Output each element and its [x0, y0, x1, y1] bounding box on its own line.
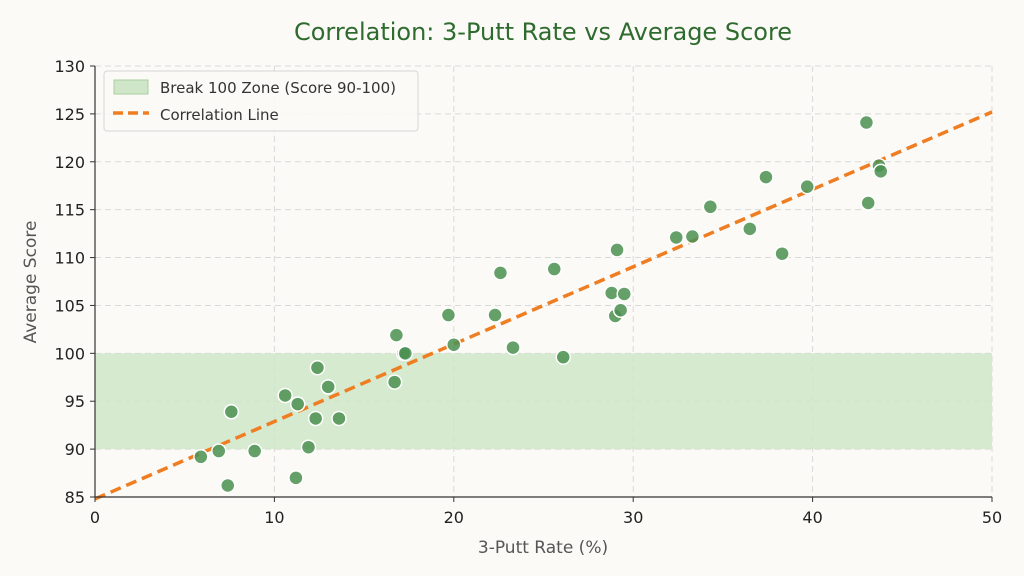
- legend: Break 100 Zone (Score 90-100) Correlatio…: [103, 70, 419, 132]
- y-tick-label: 85: [65, 488, 85, 507]
- data-point: [616, 286, 632, 302]
- x-tick-label: 20: [444, 508, 464, 527]
- y-tick-label: 105: [54, 296, 85, 315]
- correlation-line: [94, 110, 993, 501]
- data-point: [774, 245, 790, 262]
- zone-band: [95, 353, 992, 450]
- correlation-line-layer: [94, 110, 993, 501]
- data-point: [446, 336, 462, 353]
- data-point: [487, 307, 503, 323]
- data-points: [193, 114, 889, 494]
- data-point: [309, 359, 326, 376]
- data-point: [858, 114, 875, 131]
- data-point: [546, 261, 563, 277]
- x-tick-label: 50: [982, 508, 1002, 527]
- y-tick-label: 110: [54, 249, 85, 268]
- y-axis-label: Average Score: [21, 221, 41, 344]
- data-point: [220, 477, 236, 494]
- tick-labels: 0 10 20 30 40 50 85 90 95 100 105 110 115 120 125 130: [54, 57, 1002, 527]
- data-point: [702, 199, 719, 215]
- data-point: [288, 470, 304, 486]
- data-point: [684, 228, 701, 245]
- y-tick-label: 120: [54, 153, 85, 172]
- data-point: [609, 242, 625, 258]
- data-point: [555, 349, 571, 365]
- data-point: [277, 387, 293, 404]
- y-tick-label: 125: [54, 105, 85, 124]
- data-point: [223, 404, 240, 420]
- break-100-zone: [95, 353, 992, 450]
- data-point: [799, 178, 815, 195]
- x-tick-label: 30: [623, 508, 643, 527]
- data-point: [612, 302, 629, 318]
- y-tick-label: 90: [65, 440, 85, 459]
- data-point: [758, 169, 774, 185]
- data-point: [388, 327, 405, 343]
- data-point: [742, 221, 758, 237]
- data-point: [860, 195, 876, 211]
- data-point: [397, 345, 414, 362]
- data-point: [505, 339, 521, 356]
- data-point: [246, 443, 263, 459]
- x-tick-label: 0: [90, 508, 100, 527]
- data-point: [873, 163, 889, 180]
- chart-title: Correlation: 3-Putt Rate vs Average Scor…: [294, 18, 792, 46]
- x-axis-label: 3-Putt Rate (%): [478, 538, 608, 558]
- y-tick-label: 95: [65, 392, 85, 411]
- legend-zone-swatch: [113, 79, 149, 95]
- x-tick-label: 10: [264, 508, 284, 527]
- y-tick-label: 130: [54, 57, 85, 76]
- data-point: [193, 449, 209, 465]
- data-point: [289, 396, 306, 412]
- y-tick-label: 100: [54, 344, 85, 363]
- data-point: [440, 307, 457, 323]
- data-point: [492, 265, 509, 281]
- axes: [94, 66, 992, 498]
- data-point: [320, 379, 336, 395]
- data-point: [307, 410, 324, 427]
- data-point: [668, 229, 685, 246]
- y-tick-label: 115: [54, 201, 85, 220]
- legend-box: [103, 70, 419, 132]
- x-tick-label: 40: [802, 508, 822, 527]
- legend-line-label: Correlation Line: [160, 106, 279, 124]
- data-point: [300, 439, 317, 455]
- data-point: [331, 410, 347, 427]
- legend-zone-label: Break 100 Zone (Score 90-100): [160, 79, 396, 97]
- data-point: [211, 443, 227, 459]
- data-point: [386, 374, 403, 390]
